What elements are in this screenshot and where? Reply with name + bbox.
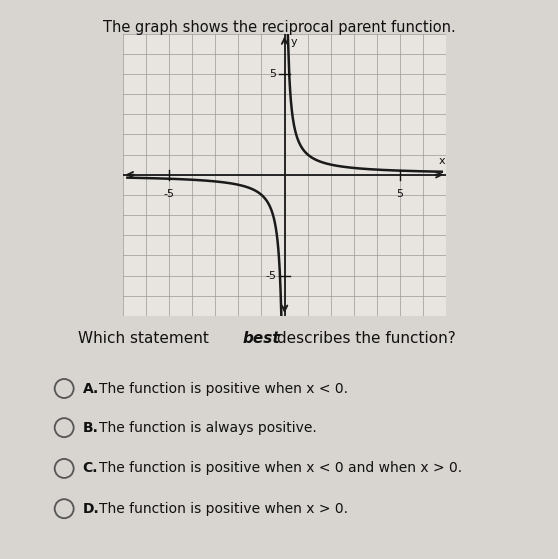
Text: -5: -5 — [163, 189, 175, 199]
Text: B.: B. — [83, 420, 98, 435]
Text: y: y — [290, 36, 297, 46]
Text: 5: 5 — [270, 69, 276, 79]
Text: A.: A. — [83, 381, 99, 396]
Text: -5: -5 — [266, 271, 276, 281]
Text: 5: 5 — [397, 189, 403, 199]
Text: Which statement: Which statement — [78, 331, 214, 345]
Text: The function is positive when x < 0 and when x > 0.: The function is positive when x < 0 and … — [99, 461, 463, 476]
Text: The function is positive when x > 0.: The function is positive when x > 0. — [99, 501, 348, 516]
Text: The function is positive when x < 0.: The function is positive when x < 0. — [99, 381, 348, 396]
Text: The function is always positive.: The function is always positive. — [99, 420, 317, 435]
Text: D.: D. — [83, 501, 99, 516]
Text: best: best — [243, 331, 280, 345]
Text: x: x — [439, 155, 445, 165]
Text: The graph shows the reciprocal parent function.: The graph shows the reciprocal parent fu… — [103, 20, 455, 35]
Text: describes the function?: describes the function? — [272, 331, 455, 345]
Text: C.: C. — [83, 461, 98, 476]
